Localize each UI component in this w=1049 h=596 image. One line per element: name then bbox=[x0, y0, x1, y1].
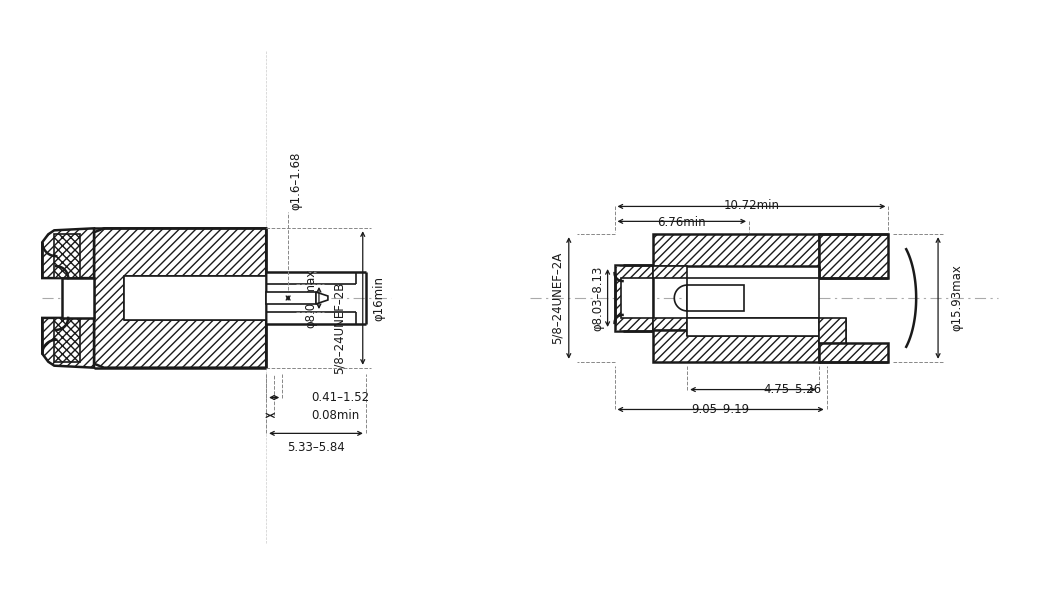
Polygon shape bbox=[654, 330, 818, 362]
Text: 4.75–5.26: 4.75–5.26 bbox=[763, 383, 821, 396]
Polygon shape bbox=[42, 318, 94, 368]
Text: φ8.03max: φ8.03max bbox=[304, 268, 318, 328]
Polygon shape bbox=[818, 343, 889, 362]
Polygon shape bbox=[654, 234, 818, 266]
Polygon shape bbox=[687, 278, 818, 318]
Polygon shape bbox=[42, 228, 94, 278]
Text: 5.33–5.84: 5.33–5.84 bbox=[287, 441, 345, 454]
Text: 9.05–9.19: 9.05–9.19 bbox=[691, 402, 750, 415]
Polygon shape bbox=[124, 276, 266, 320]
Polygon shape bbox=[55, 234, 80, 278]
Text: φ8.03–8.13: φ8.03–8.13 bbox=[592, 265, 604, 331]
Polygon shape bbox=[818, 318, 847, 343]
Text: φ1.6–1.68: φ1.6–1.68 bbox=[290, 151, 302, 210]
Polygon shape bbox=[621, 278, 654, 318]
Polygon shape bbox=[687, 318, 818, 336]
Polygon shape bbox=[266, 292, 316, 304]
Polygon shape bbox=[654, 266, 687, 278]
Text: 5/8–24UNEF–2B: 5/8–24UNEF–2B bbox=[333, 282, 345, 374]
Text: 0.41–1.52: 0.41–1.52 bbox=[311, 391, 369, 404]
Polygon shape bbox=[94, 228, 266, 368]
Polygon shape bbox=[55, 318, 80, 362]
Text: 0.08min: 0.08min bbox=[311, 409, 359, 422]
Text: 10.72min: 10.72min bbox=[724, 200, 779, 212]
Polygon shape bbox=[62, 278, 94, 318]
Text: 5/8–24UNEF–2A: 5/8–24UNEF–2A bbox=[551, 252, 563, 344]
Polygon shape bbox=[818, 234, 889, 278]
Text: 6.76min: 6.76min bbox=[658, 216, 706, 229]
Text: φ16min: φ16min bbox=[372, 275, 386, 321]
Polygon shape bbox=[687, 285, 744, 311]
Text: φ15.93max: φ15.93max bbox=[950, 265, 963, 331]
Polygon shape bbox=[316, 292, 328, 304]
Polygon shape bbox=[615, 265, 654, 331]
Polygon shape bbox=[654, 318, 687, 330]
